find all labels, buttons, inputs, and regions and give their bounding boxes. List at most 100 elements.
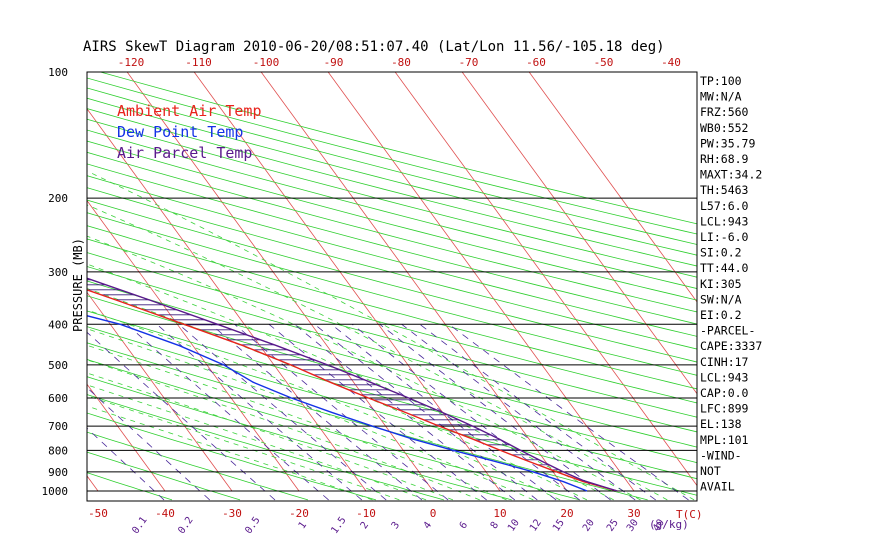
pressure-tick-label: 400 (48, 318, 68, 331)
index-label: LCL:943 (700, 214, 749, 228)
moist-adiabat-line (87, 170, 695, 501)
index-label: MAXT:34.2 (700, 168, 762, 182)
mixing-ratio-tick-label: 6 (458, 520, 470, 531)
mixing-ratio-line (210, 323, 423, 501)
mixing-ratio-line (126, 324, 329, 501)
mixing-ratio-line (294, 323, 516, 501)
dry-adiabat-line (87, 140, 697, 301)
dry-adiabat-line (87, 310, 697, 480)
moist-adiabat-line (87, 359, 480, 501)
mixing-ratio-line (401, 323, 636, 501)
index-label: LI:-6.0 (700, 230, 749, 244)
pressure-tick-label: 300 (48, 266, 68, 279)
mixing-ratio-tick-label: 0.5 (243, 515, 262, 536)
dry-adiabat-line (87, 225, 697, 390)
dew-point-temp-line (87, 315, 588, 492)
ambient-air-temp-line (87, 289, 618, 492)
index-label: MPL:101 (700, 433, 749, 447)
index-label: PW:35.79 (700, 136, 755, 150)
dry-adiabat-line (87, 187, 697, 350)
mixing-ratio-line (234, 323, 449, 501)
top-temp-tick-label: -100 (253, 56, 280, 69)
index-label: TP:100 (700, 74, 742, 88)
dry-adiabat-line (87, 266, 697, 433)
mixing-ratio-line (178, 323, 387, 501)
mixing-ratio-line (419, 323, 656, 501)
dry-adiabat-line (87, 97, 697, 256)
dry-adiabat-line (87, 212, 697, 376)
top-temp-tick-label: -50 (594, 56, 614, 69)
index-label: SW:N/A (700, 292, 742, 306)
dry-adiabat-line (87, 342, 648, 501)
legend-entry: Ambient Air Temp (117, 102, 262, 120)
mixing-ratio-line (87, 331, 276, 501)
pressure-tick-label: 900 (48, 466, 68, 479)
index-label: LFC:899 (700, 402, 749, 416)
dry-adiabat-line (87, 163, 697, 325)
isotherm-line (260, 72, 568, 492)
bottom-temp-tick-label: -30 (222, 507, 242, 520)
index-label: NOT (700, 464, 721, 478)
y-axis-label: PRESSURE (MB) (71, 238, 85, 332)
isotherm-line (87, 291, 233, 492)
mixing-ratio-line (351, 323, 580, 501)
top-temp-tick-label: -120 (118, 56, 145, 69)
index-label: FRZ:560 (700, 105, 749, 119)
dry-adiabat-line (87, 175, 697, 337)
mixing-ratio-tick-label: 8 (489, 520, 501, 531)
mixing-ratio-tick-label: 12 (528, 517, 544, 533)
index-label: CAP:0.0 (700, 386, 749, 400)
bottom-temp-tick-label: -40 (155, 507, 175, 520)
dry-adiabat-line (87, 326, 697, 496)
mixing-ratio-tick-label: 0.2 (176, 515, 195, 536)
bottom-temp-tick-label: -20 (289, 507, 309, 520)
pressure-tick-label: 800 (48, 444, 68, 457)
dry-adiabat-line (87, 252, 697, 418)
bottom-temp-tick-label: 20 (560, 507, 573, 520)
mixing-ratio-line (87, 387, 210, 501)
dry-adiabat-line (87, 118, 697, 278)
top-temp-tick-label: -110 (185, 56, 212, 69)
dry-adiabat-line (87, 238, 697, 404)
moist-adiabat-line (87, 405, 373, 501)
top-temp-tick-label: -90 (324, 56, 344, 69)
dry-adiabat-line (87, 412, 377, 501)
index-label: AVAIL (700, 480, 735, 494)
bottom-temp-tick-label: -50 (88, 507, 108, 520)
moist-adiabat-line (87, 344, 507, 501)
isotherm-line (528, 72, 697, 303)
mixing-ratio-line (156, 323, 363, 501)
bottom-temp-tick-label: 30 (627, 507, 640, 520)
moist-adiabat-line (87, 384, 427, 501)
legend-entry: Air Parcel Temp (117, 144, 252, 162)
dry-adiabat-line (87, 451, 241, 501)
index-label: KI:305 (700, 277, 742, 291)
mixing-ratio-line (314, 323, 538, 501)
pressure-tick-label: 200 (48, 192, 68, 205)
index-label: TT:44.0 (700, 261, 749, 275)
index-label: EI:0.2 (700, 308, 742, 322)
mixing-ratio-line (448, 323, 689, 501)
pressure-tick-label: 700 (48, 420, 68, 433)
pressure-tick-label: 600 (48, 392, 68, 405)
mixing-ratio-tick-label: 1 (297, 520, 309, 531)
isotherm-line (327, 72, 635, 492)
moist-adiabat-line (87, 328, 534, 501)
mixing-ratio-unit: (g/kg) (649, 518, 689, 531)
bottom-temp-tick-label: 0 (430, 507, 437, 520)
index-label: -WIND- (700, 448, 742, 462)
air-parcel-temp-line (87, 277, 618, 492)
bottom-temp-tick-label: 10 (493, 507, 506, 520)
index-label: TH:5463 (700, 183, 749, 197)
pressure-tick-label: 100 (48, 66, 68, 79)
mixing-ratio-tick-label: 0.1 (130, 515, 149, 536)
index-label: EL:138 (700, 417, 742, 431)
mixing-ratio-tick-label: 1.5 (329, 515, 348, 536)
index-label: CINH:17 (700, 355, 749, 369)
mixing-ratio-tick-label: 2 (359, 520, 371, 531)
dry-adiabat-line (87, 151, 697, 313)
plot-frame (86, 71, 698, 502)
mixing-ratio-tick-label: 10 (506, 517, 522, 533)
dry-adiabat-line (87, 394, 444, 501)
